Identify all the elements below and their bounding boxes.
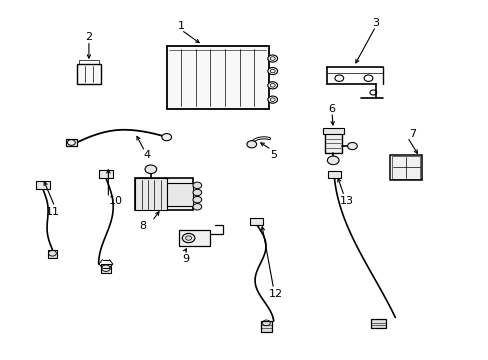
Bar: [389, 155, 421, 180]
Bar: [36, 181, 49, 189]
Bar: [66, 139, 77, 146]
Bar: [250, 217, 263, 225]
Bar: [101, 264, 111, 273]
Circle shape: [182, 233, 195, 243]
Bar: [47, 249, 57, 257]
Bar: [322, 128, 343, 134]
Text: 7: 7: [408, 129, 415, 139]
Bar: [79, 60, 99, 64]
Bar: [166, 46, 268, 109]
Circle shape: [193, 197, 201, 203]
Bar: [260, 321, 272, 332]
Bar: [324, 132, 341, 153]
Text: 9: 9: [182, 253, 189, 264]
Text: 6: 6: [328, 104, 335, 113]
Circle shape: [246, 141, 256, 148]
Circle shape: [193, 203, 201, 210]
Bar: [391, 157, 419, 179]
Circle shape: [162, 134, 171, 141]
Bar: [99, 170, 113, 178]
Circle shape: [193, 182, 201, 189]
Text: 12: 12: [268, 289, 283, 299]
Text: 1: 1: [178, 21, 184, 31]
Bar: [179, 230, 210, 246]
Text: 4: 4: [143, 150, 150, 160]
Text: 13: 13: [339, 197, 353, 206]
Text: 2: 2: [85, 32, 92, 42]
Circle shape: [327, 156, 338, 165]
Circle shape: [267, 55, 277, 62]
Circle shape: [267, 96, 277, 103]
Bar: [77, 64, 101, 84]
Text: 3: 3: [371, 18, 379, 28]
Text: 11: 11: [45, 207, 60, 217]
Circle shape: [145, 165, 156, 174]
Bar: [370, 319, 385, 328]
Circle shape: [267, 67, 277, 75]
Bar: [135, 178, 193, 210]
Bar: [327, 171, 340, 178]
Bar: [167, 183, 193, 206]
Circle shape: [267, 82, 277, 89]
Circle shape: [347, 143, 357, 150]
Circle shape: [193, 189, 201, 196]
Text: 10: 10: [108, 197, 122, 206]
Text: 8: 8: [139, 221, 145, 231]
Bar: [135, 178, 167, 210]
Text: 5: 5: [270, 150, 277, 160]
